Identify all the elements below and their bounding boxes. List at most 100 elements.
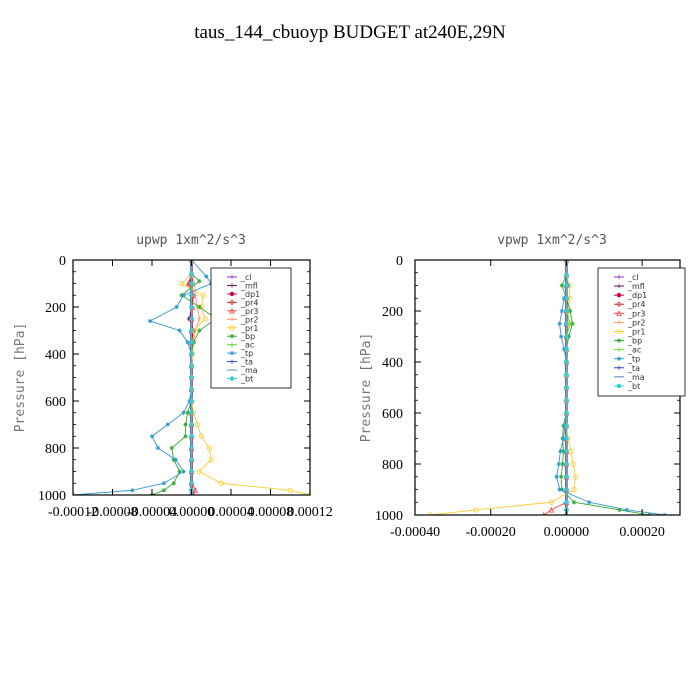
y-tick-label: 1000 (38, 489, 66, 504)
legend-entry: _mfl (627, 282, 645, 291)
legend-entry: _ac (627, 346, 641, 355)
data-point (183, 434, 188, 439)
y-tick-label: 200 (382, 305, 403, 320)
series-layer (73, 260, 310, 495)
y-tick-label: 1000 (375, 509, 403, 524)
data-point (189, 340, 194, 345)
data-point (557, 321, 562, 326)
data-point (561, 347, 567, 352)
data-point (558, 449, 563, 454)
data-point (206, 445, 212, 451)
legend-entry: _ma (240, 366, 258, 375)
data-point (197, 328, 202, 333)
legend-marker (229, 376, 235, 381)
data-point (189, 304, 194, 310)
data-point (189, 410, 194, 415)
data-point (181, 469, 186, 474)
data-point (564, 321, 569, 326)
data-point (197, 304, 202, 310)
data-point (564, 500, 569, 505)
data-point (208, 457, 214, 463)
legend-marker (229, 283, 235, 288)
data-point (169, 445, 174, 451)
legend-marker (229, 317, 235, 322)
data-point (564, 410, 569, 416)
data-point (155, 445, 161, 451)
data-point (564, 273, 569, 278)
data-point (189, 293, 194, 298)
data-point (173, 457, 178, 462)
data-point (192, 487, 199, 493)
figure-title: taus_144_cbuoyp BUDGET at240E,29N (194, 22, 506, 43)
data-point (617, 507, 622, 513)
data-point (472, 507, 479, 513)
data-point (181, 410, 186, 415)
legend-marker (616, 320, 622, 325)
y-tick-label: 0 (59, 254, 66, 269)
legend-marker (616, 301, 622, 307)
legend: _cl_mfl_dp1_pr4_pr3_pr2_pr1_bp_ac_tp_ta_… (597, 267, 686, 397)
data-point (561, 436, 566, 441)
legend-marker (229, 342, 235, 347)
legend-entry: _dp1 (627, 291, 647, 300)
data-point (564, 398, 569, 403)
x-tick-label: -0.00020 (466, 525, 516, 540)
data-point (189, 445, 194, 451)
legend-marker (229, 325, 235, 331)
panel-title: upwp 1xm^2/s^3 (136, 233, 246, 248)
legend-marker (616, 274, 622, 280)
data-point (171, 481, 176, 486)
series-line-pr1 (430, 260, 576, 515)
data-point (202, 316, 208, 322)
data-point (561, 449, 566, 454)
data-point (548, 499, 554, 505)
y-tick-label: 600 (382, 407, 403, 422)
data-point (183, 422, 188, 427)
y-axis-label: Pressure [hPa] (13, 323, 28, 433)
data-point (559, 308, 565, 314)
data-point (571, 500, 577, 505)
data-point (566, 334, 571, 339)
data-point (200, 292, 206, 298)
data-point (189, 328, 194, 333)
legend-entry: _pr4 (627, 300, 645, 309)
data-point (564, 474, 569, 479)
legend-entry: _bt (627, 382, 640, 391)
x-tick-label: -0.00040 (390, 525, 440, 540)
legend-entry: _pr3 (240, 307, 258, 316)
x-tick-label: 0.00000 (169, 505, 215, 520)
data-point (189, 434, 194, 439)
data-point (196, 468, 202, 475)
x-tick-label: 0.00020 (619, 525, 665, 540)
data-point (197, 316, 202, 321)
legend-marker (616, 347, 622, 352)
data-point (561, 296, 567, 301)
legend-marker (229, 350, 235, 356)
data-point (557, 487, 562, 492)
data-point (177, 469, 182, 474)
data-point (556, 461, 562, 467)
data-point (194, 421, 201, 428)
data-point (198, 433, 204, 439)
x-tick-label: 0.00008 (248, 505, 294, 520)
legend-marker (229, 334, 235, 339)
x-tick-label: -0.00012 (48, 505, 98, 520)
data-point (189, 363, 194, 368)
legend-entry: _bp (240, 332, 255, 341)
x-tick-label: 0.00012 (287, 505, 333, 520)
data-point (189, 281, 194, 286)
legend-marker (229, 359, 235, 364)
data-point (161, 488, 167, 493)
data-point (558, 474, 564, 479)
legend-entry: _mfl (240, 281, 258, 290)
legend-entry: _dp1 (240, 290, 260, 299)
x-tick-label: -0.00008 (87, 505, 137, 520)
data-point (564, 347, 569, 352)
y-tick-label: 800 (382, 458, 403, 473)
data-point (570, 321, 575, 326)
data-point (189, 316, 194, 321)
data-point (189, 469, 194, 474)
legend-entry: _tp (240, 349, 253, 358)
data-point (558, 334, 564, 339)
data-point (204, 274, 209, 279)
